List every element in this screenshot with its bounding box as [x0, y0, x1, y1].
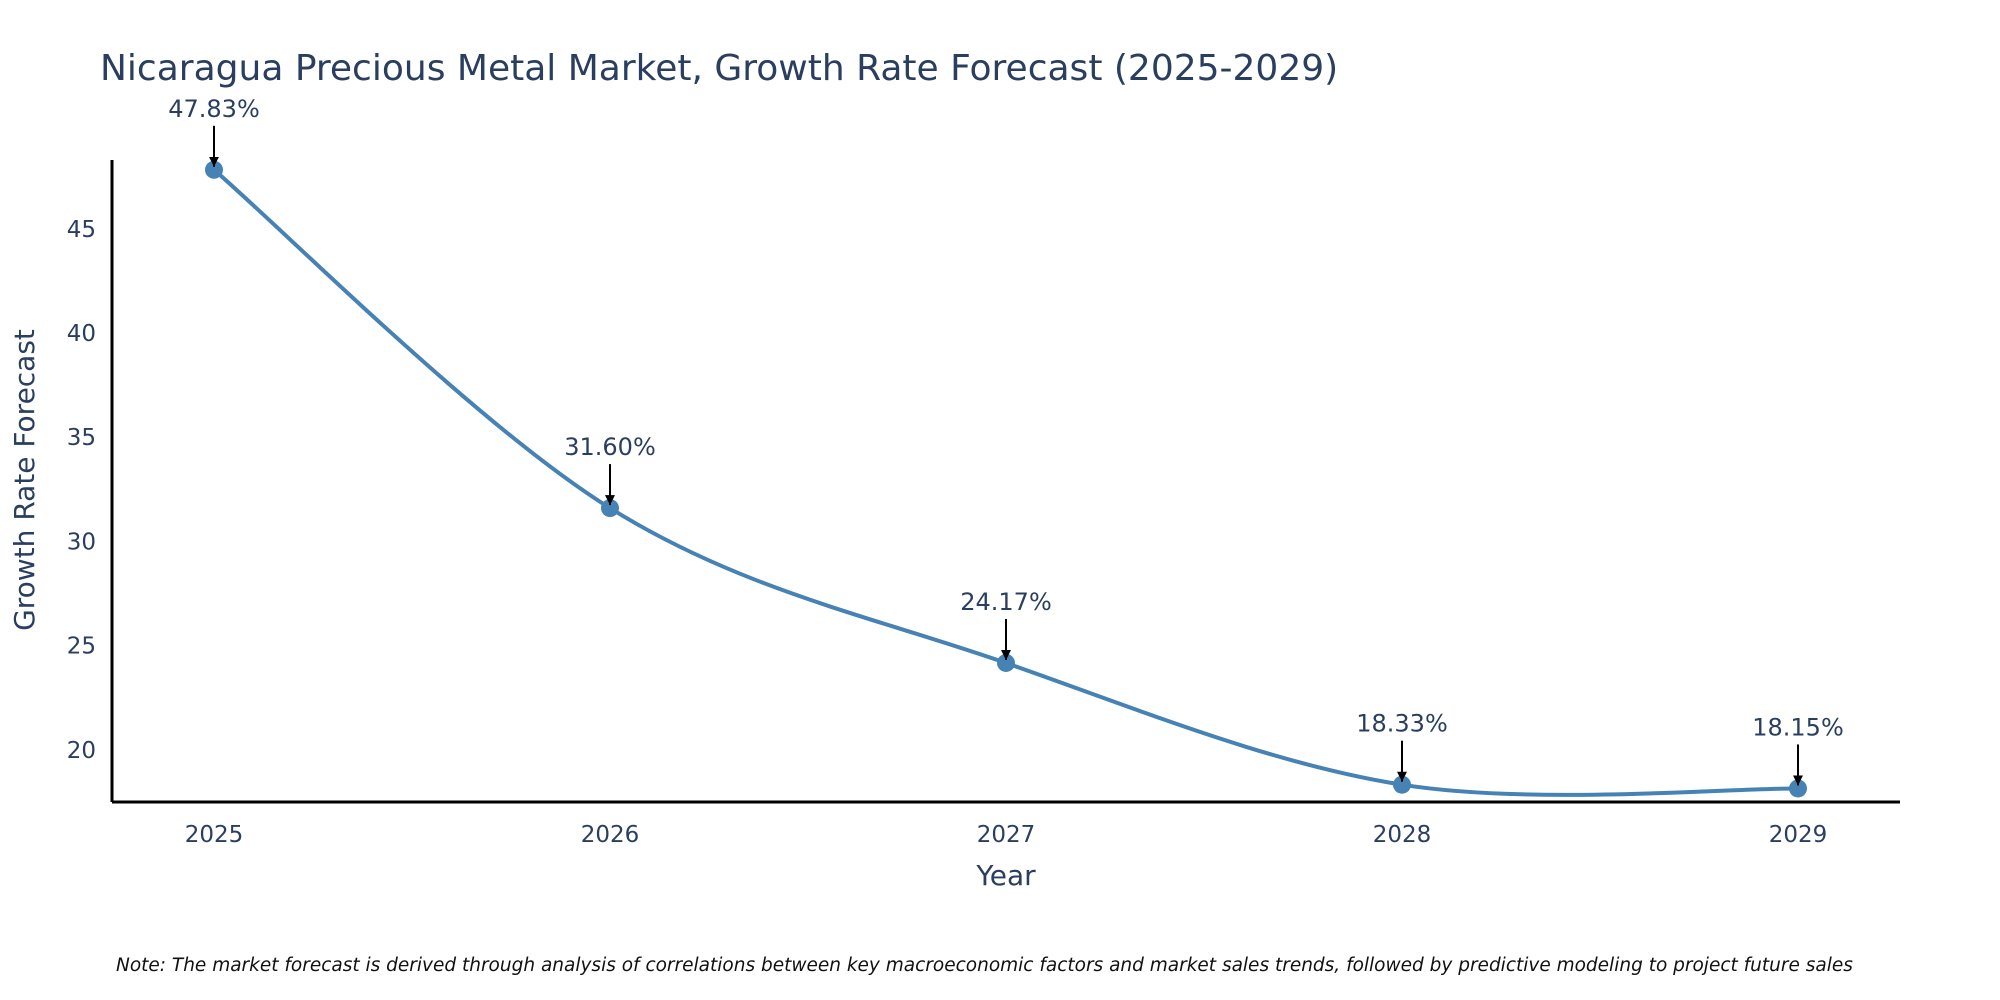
series-line — [212, 168, 1799, 797]
x-tick-label: 2028 — [1373, 822, 1432, 848]
x-tick-label: 2025 — [185, 822, 244, 848]
x-tick-label: 2029 — [1769, 822, 1828, 848]
chart-title: Nicaragua Precious Metal Market, Growth … — [100, 48, 1338, 89]
footnote: Note: The market forecast is derived thr… — [116, 955, 1853, 976]
data-label: 18.15% — [1752, 713, 1844, 741]
x-tick-label: 2027 — [977, 822, 1036, 848]
y-axis-title: Growth Rate Forecast — [8, 329, 41, 631]
x-tick-label: 2026 — [581, 822, 640, 848]
y-tick-label: 35 — [67, 425, 96, 451]
data-label: 47.83% — [168, 95, 260, 123]
y-tick-label: 25 — [67, 634, 96, 660]
data-label: 31.60% — [564, 433, 656, 461]
y-tick-label: 40 — [67, 321, 96, 347]
y-tick-label: 30 — [67, 529, 96, 555]
data-label: 18.33% — [1356, 710, 1448, 738]
x-axis-title: Year — [975, 859, 1036, 892]
data-label: 24.17% — [960, 588, 1052, 616]
y-tick-label: 20 — [67, 738, 96, 764]
y-tick-label: 45 — [67, 217, 96, 243]
